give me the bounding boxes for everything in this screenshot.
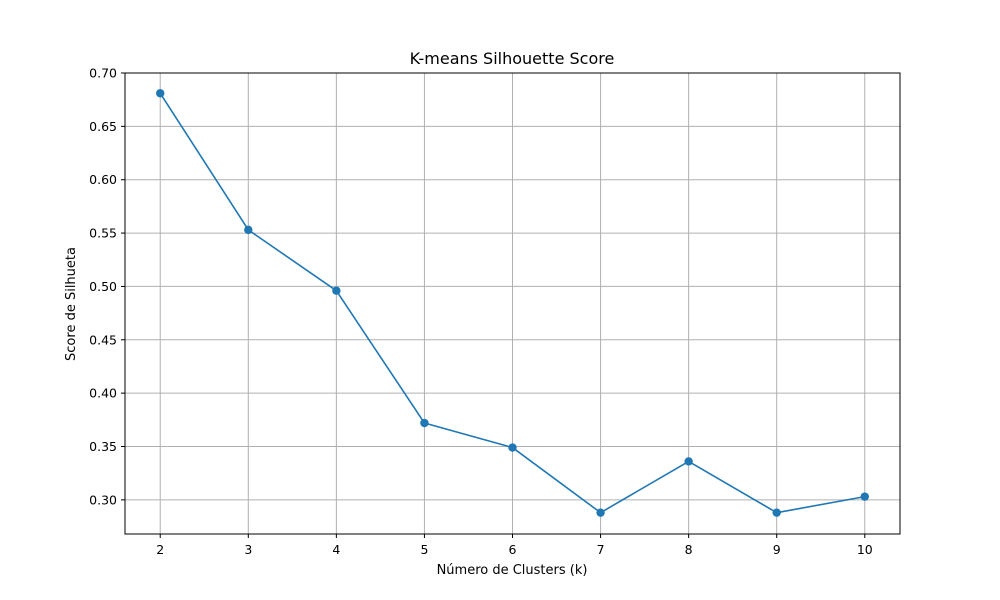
x-tick-label: 3 — [244, 542, 252, 557]
data-point — [860, 492, 869, 501]
x-axis-title: Número de Clusters (k) — [437, 563, 588, 578]
y-tick-label: 0.60 — [89, 172, 117, 187]
y-tick-label: 0.55 — [89, 226, 117, 241]
x-tick-label: 4 — [332, 542, 340, 557]
tick-labels: 2 3 4 5 6 7 8 9 10 0.30 0.35 0.40 0.45 0.50 0.55 0.60 0.… — [89, 66, 873, 558]
y-tick-label: 0.35 — [89, 439, 117, 454]
x-tick-label: 9 — [773, 542, 781, 557]
data-point — [684, 457, 693, 466]
chart-title: K-means Silhouette Score — [410, 49, 615, 68]
y-tick-label: 0.45 — [89, 332, 117, 347]
y-axis-title: Score de Silhueta — [64, 247, 79, 361]
y-tick-label: 0.65 — [89, 119, 117, 134]
data-point — [420, 418, 429, 428]
data-point — [772, 508, 781, 517]
y-tick-label: 0.70 — [89, 66, 117, 81]
y-tick-label: 0.50 — [89, 279, 117, 294]
x-tick-label: 10 — [857, 542, 873, 557]
x-tick-label: 2 — [156, 542, 164, 557]
data-point — [332, 286, 341, 295]
data-point — [508, 443, 517, 452]
data-point — [596, 508, 605, 517]
x-tick-label: 8 — [685, 542, 693, 557]
grid-lines — [125, 72, 900, 534]
y-tick-label: 0.30 — [89, 492, 117, 507]
x-tick-label: 7 — [597, 542, 605, 557]
data-point — [244, 225, 253, 235]
data-point — [156, 89, 165, 98]
series-layer — [156, 89, 869, 517]
y-tick-label: 0.40 — [89, 386, 117, 401]
x-tick-label: 6 — [509, 542, 517, 557]
x-tick-label: 5 — [420, 542, 428, 557]
